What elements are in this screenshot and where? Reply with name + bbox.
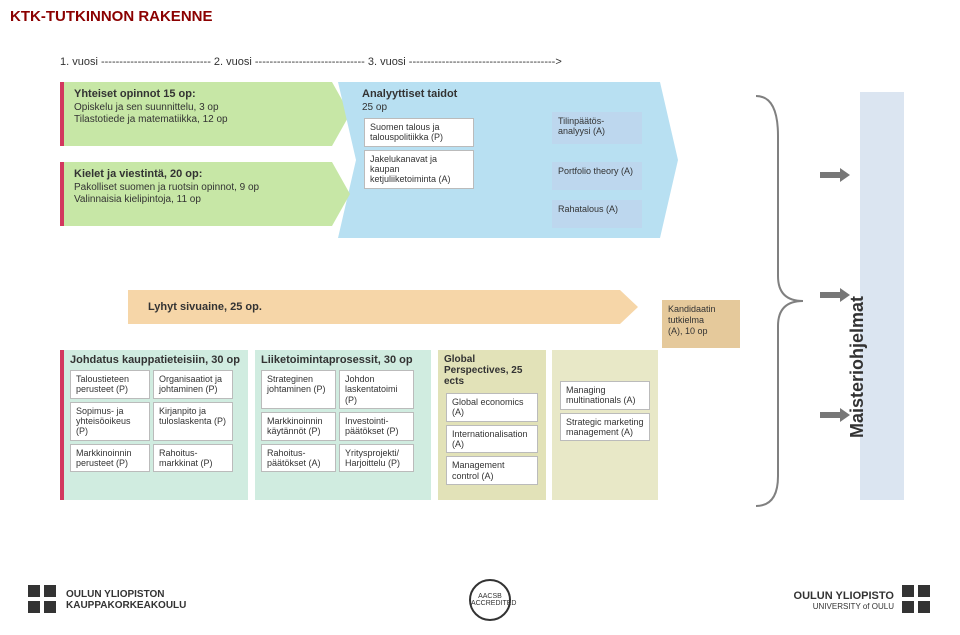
liike-title: Liiketoimintaprosessit, 30 op	[261, 354, 425, 366]
maisteri-bracket	[748, 86, 818, 516]
manage-sub-0: Managing multinationals (A)	[560, 381, 650, 410]
global-sub-0: Global economics (A)	[446, 393, 538, 422]
left-logo-line-2: KAUPPAKORKEAKOULU	[66, 600, 186, 611]
lyhyt-label: Lyhyt sivuaine, 25 op.	[138, 296, 620, 318]
diagram-area: Yhteiset opinnot 15 op: Opiskelu ja sen …	[60, 82, 880, 502]
johdatus-sub-0: Taloustieteen perusteet (P)	[70, 370, 150, 399]
global-sub-2: Management control (A)	[446, 456, 538, 485]
liike-sub-5: Yritysprojekti/ Harjoittelu (P)	[339, 444, 414, 473]
analyyttiset-box-1: Suomen talous ja talouspolitiikka (P)	[364, 118, 474, 147]
kielet-line-1: Pakolliset suomen ja ruotsin opinnot, 9 …	[74, 182, 332, 194]
johdatus-sub-3: Kirjanpito ja tuloslaskenta (P)	[153, 402, 233, 441]
footer-area: OULUN YLIOPISTON KAUPPAKORKEAKOULU AACSB…	[0, 575, 960, 625]
accreditation-badge: AACSB ACCREDITED	[469, 579, 511, 621]
page-title: KTK-TUTKINNON RAKENNE	[10, 8, 213, 25]
global-block: Global Perspectives, 25 ects Global econ…	[438, 350, 546, 500]
yhteiset-line-1: Opiskelu ja sen suunnittelu, 3 op	[74, 102, 332, 114]
yhteiset-opinnot-block: Yhteiset opinnot 15 op: Opiskelu ja sen …	[60, 82, 350, 146]
liike-sub-0: Strateginen johtaminen (P)	[261, 370, 336, 409]
analyyttiset-title: Analyyttiset taidot	[362, 88, 660, 100]
kielet-line-2: Valinnaisia kielipintoja, 11 op	[74, 194, 332, 206]
johdatus-sub-5: Rahoitus-markkinat (P)	[153, 444, 233, 473]
accred-text: AACSB ACCREDITED	[471, 593, 509, 607]
year-3-label: 3. vuosi -------------------------------…	[368, 56, 562, 68]
manage-sub-1: Strategic marketing management (A)	[560, 413, 650, 442]
arrow-icon-1	[820, 172, 840, 178]
right-logo-line-2: UNIVERSITY of OULU	[794, 602, 894, 611]
johdatus-block: Johdatus kauppatieteisiin, 30 op Taloust…	[60, 350, 248, 500]
liike-sub-3: Investointi-päätökset (P)	[339, 412, 414, 441]
johdatus-sub-4: Markkinoinnin perusteet (P)	[70, 444, 150, 473]
maisteri-label: Maisteriohjelmat	[847, 282, 868, 452]
liiketoiminta-block: Liiketoimintaprosessit, 30 op Strategine…	[255, 350, 431, 500]
johdatus-title: Johdatus kauppatieteisiin, 30 op	[70, 354, 242, 366]
right-logo-line-1: OULUN YLIOPISTO	[794, 590, 894, 602]
year-1-label: 1. vuosi ------------------------------	[60, 56, 211, 68]
yhteiset-title: Yhteiset opinnot 15 op:	[74, 88, 332, 100]
liike-sub-1: Johdon laskentatoimi (P)	[339, 370, 414, 409]
rahatalous-box: Rahatalous (A)	[552, 200, 642, 228]
johdatus-sub-2: Sopimus- ja yhteisöoikeus (P)	[70, 402, 150, 441]
right-logo-mark-icon	[902, 585, 932, 615]
global-title: Global Perspectives, 25 ects	[444, 354, 540, 387]
liike-sub-4: Rahoitus-päätökset (A)	[261, 444, 336, 473]
kandi-line-1: Kandidaatin	[668, 304, 734, 315]
liike-sub-2: Markkinoinnin käytännöt (P)	[261, 412, 336, 441]
year-line: 1. vuosi ------------------------------ …	[60, 56, 562, 68]
kielet-block: Kielet ja viestintä, 20 op: Pakolliset s…	[60, 162, 350, 226]
tilinpaatos-box: Tilinpäätös-analyysi (A)	[552, 112, 642, 144]
analyyttiset-box-2: Jakelukanavat ja kaupan ketjuliiketoimin…	[364, 150, 474, 189]
year-2-label: 2. vuosi ------------------------------	[214, 56, 365, 68]
managing-block: Managing multinationals (A) Strategic ma…	[552, 350, 658, 500]
portfolio-box: Portfolio theory (A)	[552, 162, 642, 190]
kandi-line-2: tutkielma	[668, 315, 734, 326]
lyhyt-sivuaine-block: Lyhyt sivuaine, 25 op.	[128, 290, 638, 324]
left-logo-line-1: OULUN YLIOPISTON	[66, 589, 186, 600]
kandi-line-3: (A), 10 op	[668, 326, 734, 337]
yhteiset-line-2: Tilastotiede ja matematiikka, 12 op	[74, 114, 332, 126]
left-logo: OULUN YLIOPISTON KAUPPAKORKEAKOULU	[28, 585, 186, 615]
kielet-title: Kielet ja viestintä, 20 op:	[74, 168, 332, 180]
global-sub-1: Internationalisation (A)	[446, 425, 538, 454]
arrow-icon-2	[820, 292, 840, 298]
kandi-box: Kandidaatin tutkielma (A), 10 op	[662, 300, 740, 348]
right-logo: OULUN YLIOPISTO UNIVERSITY of OULU	[794, 585, 932, 615]
johdatus-sub-1: Organisaatiot ja johtaminen (P)	[153, 370, 233, 399]
left-logo-mark-icon	[28, 585, 58, 615]
arrow-icon-3	[820, 412, 840, 418]
